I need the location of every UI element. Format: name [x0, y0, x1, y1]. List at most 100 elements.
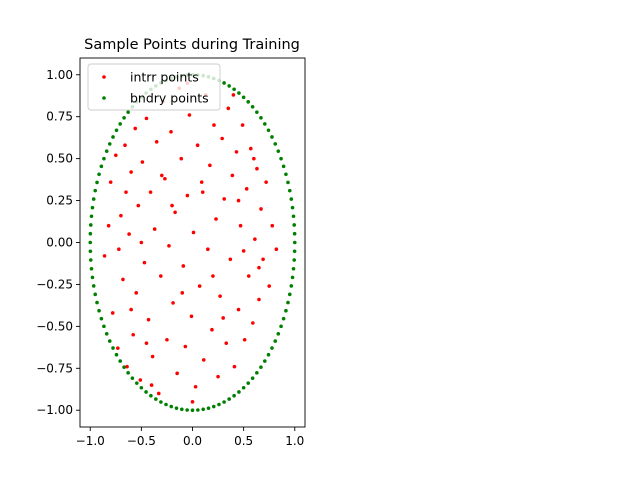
intrr-point [124, 190, 128, 194]
bndry-point [93, 292, 98, 297]
intrr-point [159, 274, 163, 278]
bndry-point [250, 376, 255, 380]
intrr-point [234, 150, 239, 154]
bndry-point [273, 339, 278, 343]
intrr-point [218, 294, 222, 298]
intrr-point [160, 173, 164, 178]
bndry-point [291, 266, 296, 271]
bndry-point [287, 292, 292, 297]
bndry-point [88, 258, 93, 262]
legend-marker [102, 96, 106, 100]
intrr-point [110, 311, 115, 315]
intrr-point [222, 197, 226, 201]
intrr-point [231, 93, 236, 97]
intrr-point [212, 123, 216, 127]
intrr-point [108, 180, 113, 184]
bndry-point [287, 188, 292, 193]
bndry-point [97, 308, 101, 313]
intrr-point [136, 203, 141, 208]
bndry-point [276, 149, 281, 153]
bndry-point [149, 393, 153, 398]
bndry-point [91, 284, 96, 288]
bndry-point [292, 240, 297, 245]
bndry-point [144, 390, 148, 394]
intrr-point [221, 316, 225, 320]
intrr-point [220, 136, 224, 141]
intrr-point [116, 346, 120, 350]
intrr-point [246, 274, 251, 278]
bndry-point [290, 275, 295, 280]
intrr-point [249, 146, 253, 151]
bndry-point [180, 407, 184, 412]
bndry-point [281, 164, 286, 169]
bndry-point [263, 359, 267, 363]
intrr-point [149, 383, 154, 387]
bndry-point [292, 249, 297, 254]
bndry-point [130, 376, 135, 380]
intrr-point [195, 143, 200, 148]
bndry-point [289, 197, 294, 201]
intrr-point [183, 344, 188, 349]
bndry-point [104, 332, 109, 336]
intrr-point [139, 240, 144, 245]
bndry-point [259, 365, 263, 369]
y-tick-label: 0.50 [46, 152, 73, 166]
y-tick-label: 1.00 [46, 68, 73, 82]
intrr-point [173, 210, 177, 215]
bndry-point [284, 172, 288, 177]
bndry-point [95, 300, 99, 305]
bndry-point [270, 346, 274, 350]
intrr-point [165, 337, 169, 342]
y-tick-label: 0.75 [46, 110, 73, 124]
bndry-point [93, 188, 98, 193]
intrr-point [226, 106, 231, 111]
bndry-point [95, 180, 99, 185]
legend-marker [102, 75, 106, 79]
bndry-point [246, 100, 250, 104]
intrr-point [255, 166, 259, 171]
intrr-point [264, 180, 268, 184]
bndry-point [266, 128, 271, 133]
bndry-point [201, 407, 205, 412]
bndry-point [174, 406, 179, 410]
intrr-point [154, 140, 159, 144]
bndry-point [270, 135, 274, 139]
bndry-point [90, 275, 95, 280]
legend: intrr points bndry points [87, 63, 221, 111]
intrr-point [185, 193, 190, 198]
bndry-point [227, 397, 231, 401]
bndry-point [118, 359, 122, 363]
intrr-point [214, 217, 218, 221]
intrr-point [106, 223, 111, 228]
bndry-point [122, 116, 126, 120]
intrr-point [232, 364, 237, 369]
y-tick-label: −0.50 [36, 319, 73, 333]
bndry-point [154, 397, 158, 401]
bndry-point [114, 352, 119, 357]
x-tick-label: −1.0 [76, 434, 105, 448]
bndry-point [122, 365, 126, 369]
x-tick-label: 0.5 [234, 434, 253, 448]
intrr-point [228, 257, 233, 262]
bndry-point [102, 324, 106, 329]
intrr-point [270, 223, 275, 228]
intrr-point [253, 237, 257, 241]
intrr-point [261, 257, 265, 262]
bndry-point [279, 156, 283, 161]
intrr-point [267, 284, 272, 288]
intrr-point [201, 358, 206, 362]
bndry-point [276, 332, 281, 336]
y-tick-label: 0.00 [46, 236, 73, 250]
intrr-point [274, 247, 279, 252]
intrr-point [170, 203, 174, 208]
bndry-point [290, 205, 295, 210]
intrr-point [206, 247, 210, 252]
x-tick-label: −0.5 [127, 434, 156, 448]
bndry-point [88, 240, 93, 245]
intrr-point [169, 130, 173, 134]
intrr-point [179, 156, 184, 161]
intrr-point [129, 307, 133, 312]
bndry-point [259, 116, 263, 120]
bndry-point [159, 400, 163, 404]
intrr-point [199, 180, 204, 184]
